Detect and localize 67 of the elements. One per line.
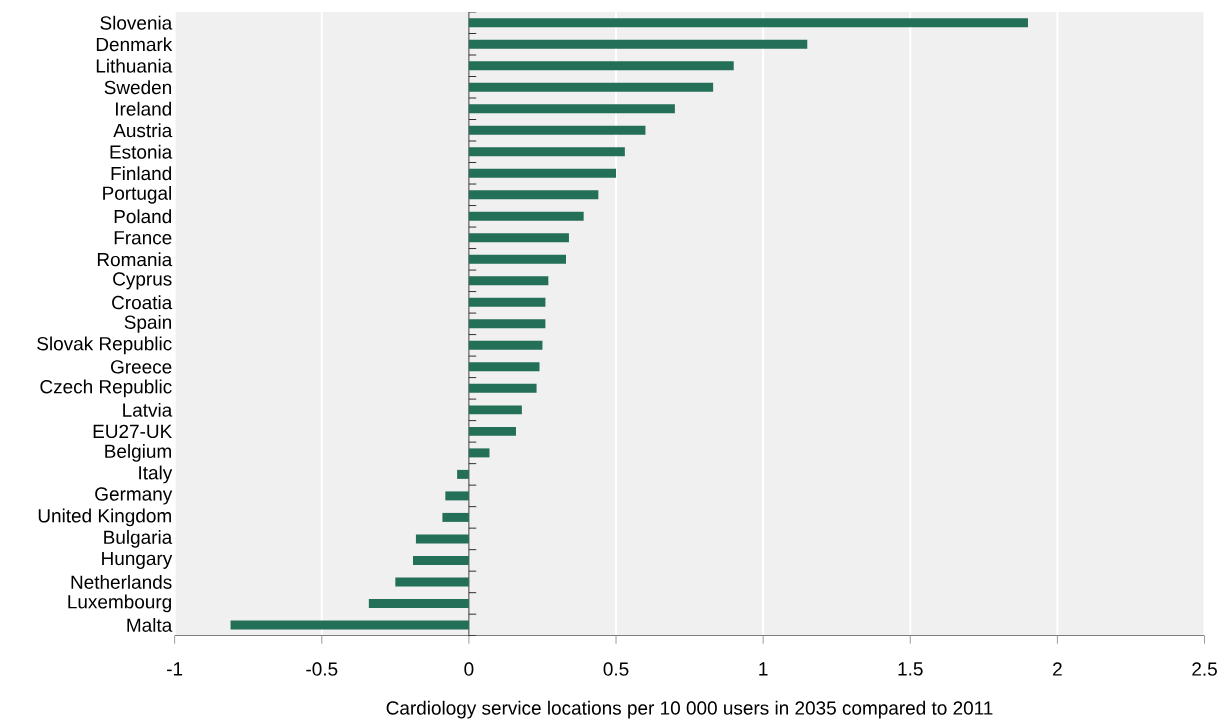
y-tick-label: Austria (113, 123, 173, 138)
bar (468, 341, 543, 351)
y-tick-label: Spain (124, 315, 172, 333)
y-tick-label: Croatia (112, 295, 173, 310)
x-tick-label: -1 (167, 662, 183, 676)
bar (468, 384, 537, 394)
bar (368, 599, 469, 609)
bar (442, 513, 469, 523)
bar (468, 448, 490, 458)
bar (412, 556, 469, 566)
x-tick-label: 1.5 (898, 662, 923, 676)
bar (468, 212, 584, 222)
y-tick-label: Greece (111, 360, 172, 374)
y-tick-label: Estonia (110, 145, 173, 159)
x-tick-label: 0.5 (603, 662, 629, 677)
y-tick-label: Germany (95, 487, 173, 505)
bar (468, 427, 516, 437)
y-tick-label: Sweden (104, 80, 172, 95)
x-tick-label: 1 (759, 662, 768, 676)
y-tick-label: Belgium (105, 444, 171, 462)
bar (468, 147, 625, 157)
bar (395, 577, 469, 587)
bar (468, 255, 566, 265)
bar (230, 620, 469, 630)
y-tick-label: Luxembourg (68, 594, 172, 613)
y-tick-label: Slovenia (100, 16, 173, 30)
x-tick-label: 0 (464, 662, 474, 677)
bar (468, 405, 522, 415)
y-tick-label: Malta (127, 618, 173, 633)
bar (445, 491, 469, 501)
bar (468, 40, 808, 49)
bar (468, 319, 546, 329)
bar (468, 298, 546, 308)
y-tick-label: Slovak Republic (37, 336, 172, 355)
bar (468, 83, 714, 92)
bar (468, 233, 569, 243)
y-tick-label: Portugal (103, 186, 171, 204)
x-axis-title: Cardiology service locations per 10 000 users in 2035 compared to 2011 (386, 701, 993, 719)
y-tick-label: Ireland (116, 102, 172, 116)
y-tick-label: Lithuania (96, 59, 173, 73)
y-tick-label: Netherlands (71, 575, 172, 590)
bar (468, 276, 549, 286)
bar (468, 362, 540, 372)
bar (415, 534, 469, 544)
y-tick-label: Denmark (96, 37, 173, 52)
bar (468, 190, 599, 200)
y-tick-label: Poland (114, 209, 172, 224)
bar (468, 104, 675, 114)
y-tick-label: Cyprus (113, 272, 172, 290)
x-tick-label: 2 (1053, 662, 1062, 676)
bar (468, 61, 734, 71)
y-tick-label: Latvia (123, 403, 173, 418)
y-tick-label: Czech Republic (40, 379, 172, 398)
y-tick-label: Finland (111, 166, 172, 181)
y-tick-label: Hungary (102, 552, 173, 570)
y-tick-label: EU27-UK (93, 424, 173, 439)
y-tick-label: Romania (97, 252, 173, 267)
y-tick-label: Bulgaria (104, 530, 173, 549)
bar (468, 169, 617, 179)
x-tick-label: 2.5 (1192, 662, 1217, 677)
bar (457, 470, 469, 480)
y-tick-label: Italy (139, 465, 173, 484)
y-tick-label: United Kingdom (38, 508, 171, 527)
x-tick-label: -0.5 (306, 662, 338, 677)
bar (468, 18, 1028, 28)
bar (468, 126, 646, 136)
y-tick-label: France (114, 231, 172, 245)
